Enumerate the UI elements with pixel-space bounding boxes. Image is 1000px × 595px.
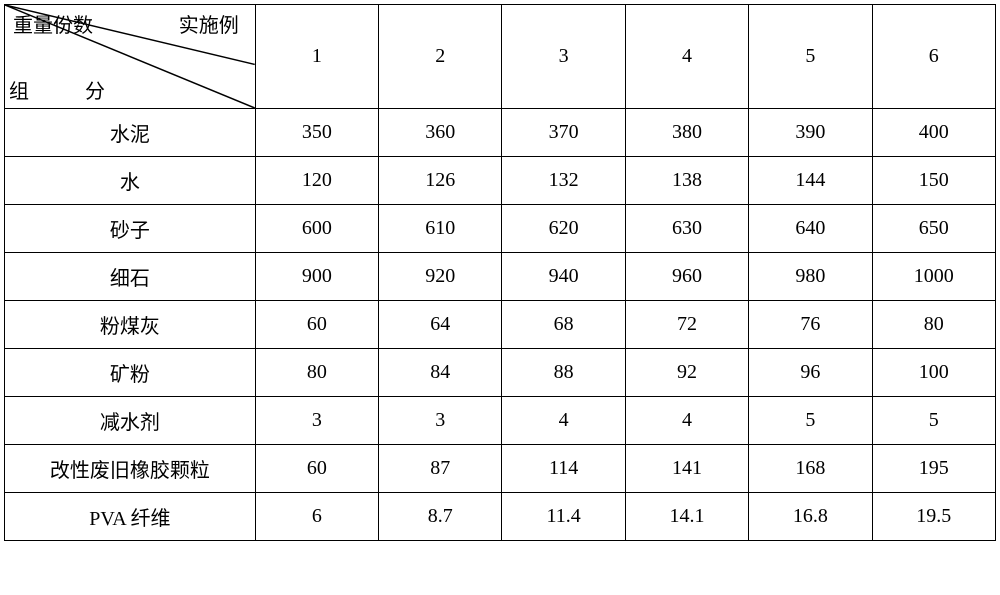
- data-cell: 360: [379, 109, 502, 157]
- col-header-1: 1: [255, 5, 378, 109]
- header-group: 组: [9, 75, 29, 104]
- col-header-4: 4: [625, 5, 748, 109]
- data-cell: 60: [255, 445, 378, 493]
- col-header-5: 5: [749, 5, 872, 109]
- data-cell: 5: [872, 397, 995, 445]
- row-label: 粉煤灰: [5, 301, 256, 349]
- table-row: 细石 900 920 940 960 980 1000: [5, 253, 996, 301]
- data-cell: 5: [749, 397, 872, 445]
- data-cell: 4: [625, 397, 748, 445]
- table-row: 水泥 350 360 370 380 390 400: [5, 109, 996, 157]
- header-weight-parts: 重量份数: [13, 9, 93, 38]
- data-cell: 132: [502, 157, 625, 205]
- data-cell: 84: [379, 349, 502, 397]
- data-cell: 114: [502, 445, 625, 493]
- data-cell: 92: [625, 349, 748, 397]
- data-cell: 76: [749, 301, 872, 349]
- table-row: 矿粉 80 84 88 92 96 100: [5, 349, 996, 397]
- data-cell: 126: [379, 157, 502, 205]
- data-cell: 390: [749, 109, 872, 157]
- data-cell: 6: [255, 493, 378, 541]
- data-cell: 980: [749, 253, 872, 301]
- header-row: 重量份数 实施例 组 分 1 2 3 4 5 6: [5, 5, 996, 109]
- data-cell: 1000: [872, 253, 995, 301]
- data-cell: 600: [255, 205, 378, 253]
- data-cell: 19.5: [872, 493, 995, 541]
- data-cell: 138: [625, 157, 748, 205]
- data-cell: 144: [749, 157, 872, 205]
- row-label: 矿粉: [5, 349, 256, 397]
- data-cell: 68: [502, 301, 625, 349]
- data-cell: 630: [625, 205, 748, 253]
- table-row: 粉煤灰 60 64 68 72 76 80: [5, 301, 996, 349]
- row-label: 水泥: [5, 109, 256, 157]
- row-label: 砂子: [5, 205, 256, 253]
- data-cell: 4: [502, 397, 625, 445]
- data-cell: 72: [625, 301, 748, 349]
- data-cell: 960: [625, 253, 748, 301]
- table-row: 改性废旧橡胶颗粒 60 87 114 141 168 195: [5, 445, 996, 493]
- data-cell: 370: [502, 109, 625, 157]
- row-label: PVA 纤维: [5, 493, 256, 541]
- header-corner-cell: 重量份数 实施例 组 分: [5, 5, 256, 109]
- data-cell: 120: [255, 157, 378, 205]
- data-cell: 150: [872, 157, 995, 205]
- table-row: PVA 纤维 6 8.7 11.4 14.1 16.8 19.5: [5, 493, 996, 541]
- col-header-2: 2: [379, 5, 502, 109]
- data-cell: 195: [872, 445, 995, 493]
- table-row: 水 120 126 132 138 144 150: [5, 157, 996, 205]
- data-cell: 64: [379, 301, 502, 349]
- data-cell: 11.4: [502, 493, 625, 541]
- row-label: 细石: [5, 253, 256, 301]
- data-cell: 88: [502, 349, 625, 397]
- data-cell: 640: [749, 205, 872, 253]
- data-cell: 100: [872, 349, 995, 397]
- row-label: 减水剂: [5, 397, 256, 445]
- data-cell: 610: [379, 205, 502, 253]
- data-cell: 168: [749, 445, 872, 493]
- data-cell: 8.7: [379, 493, 502, 541]
- data-cell: 3: [255, 397, 378, 445]
- data-cell: 87: [379, 445, 502, 493]
- table-row: 砂子 600 610 620 630 640 650: [5, 205, 996, 253]
- data-cell: 940: [502, 253, 625, 301]
- data-cell: 80: [872, 301, 995, 349]
- data-cell: 650: [872, 205, 995, 253]
- data-cell: 400: [872, 109, 995, 157]
- col-header-6: 6: [872, 5, 995, 109]
- data-cell: 80: [255, 349, 378, 397]
- header-divide: 分: [85, 75, 105, 104]
- data-cell: 350: [255, 109, 378, 157]
- data-cell: 14.1: [625, 493, 748, 541]
- row-label: 改性废旧橡胶颗粒: [5, 445, 256, 493]
- row-label: 水: [5, 157, 256, 205]
- data-cell: 3: [379, 397, 502, 445]
- data-cell: 96: [749, 349, 872, 397]
- data-cell: 620: [502, 205, 625, 253]
- header-example: 实施例: [179, 9, 239, 38]
- data-cell: 16.8: [749, 493, 872, 541]
- table-row: 减水剂 3 3 4 4 5 5: [5, 397, 996, 445]
- data-cell: 900: [255, 253, 378, 301]
- data-cell: 920: [379, 253, 502, 301]
- col-header-3: 3: [502, 5, 625, 109]
- data-cell: 60: [255, 301, 378, 349]
- data-cell: 141: [625, 445, 748, 493]
- composition-table: 重量份数 实施例 组 分 1 2 3 4 5 6 水泥 350 360 370 …: [4, 4, 996, 541]
- data-cell: 380: [625, 109, 748, 157]
